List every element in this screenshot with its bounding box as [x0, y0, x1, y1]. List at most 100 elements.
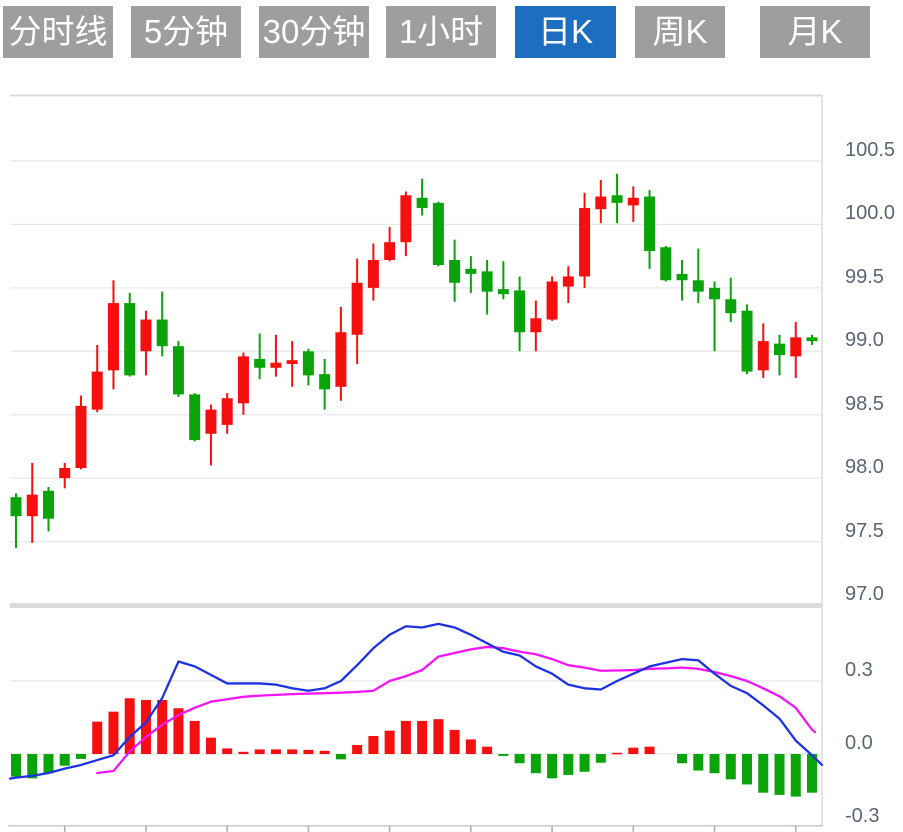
candle-body [156, 319, 168, 347]
candle-body [579, 207, 591, 277]
macd-histogram-bar [677, 754, 688, 764]
x-axis-line [8, 825, 823, 827]
candle-body [172, 346, 184, 395]
macd-histogram-bar [693, 754, 704, 771]
macd-histogram-bar [774, 754, 785, 795]
candle-body [644, 196, 656, 252]
candle-body [351, 282, 363, 335]
candle-body [611, 195, 623, 203]
price-axis-label: 97.5 [845, 519, 884, 542]
candle-body [189, 394, 201, 441]
candle-body [302, 351, 314, 376]
macd-histogram-bar [287, 749, 298, 754]
macd-histogram-bar [417, 720, 428, 754]
candle-body [790, 337, 802, 357]
candle-body [384, 242, 396, 260]
candle-body [514, 290, 526, 333]
macd-histogram-bar [59, 754, 70, 766]
macd-histogram-bar [563, 754, 574, 775]
candle-body [26, 494, 38, 517]
candle-body [562, 276, 574, 287]
candle-body [140, 319, 152, 352]
candle-body [481, 271, 493, 292]
macd-histogram-bar [758, 754, 769, 793]
macd-histogram-bar [124, 698, 135, 754]
price-axis-label: 98.5 [845, 392, 884, 415]
macd-histogram-bar [335, 754, 346, 760]
candle-body [221, 398, 233, 425]
tab-monthly-k[interactable]: 月K [760, 6, 870, 58]
macd-histogram-bar [449, 729, 460, 754]
macd-histogram-bar [303, 749, 314, 754]
macd-histogram-bar [173, 708, 184, 754]
candle-body [757, 341, 769, 371]
tab-daily-k[interactable]: 日K [515, 6, 616, 58]
macd-histogram-bar [205, 737, 216, 754]
macd-histogram-bar [709, 754, 720, 774]
macd-histogram-bar [11, 754, 21, 777]
price-axis-label: 99.0 [845, 329, 884, 352]
macd-histogram-bar [612, 752, 623, 755]
macd-histogram-bar [725, 754, 736, 780]
candle-body [692, 280, 704, 292]
macd-histogram-bar [628, 747, 639, 754]
macd-histogram-bar [579, 754, 590, 772]
macd-histogram-bar [43, 754, 54, 774]
macd-histogram-bar [108, 711, 119, 754]
price-axis-label: 100.5 [845, 139, 896, 161]
candle-body [75, 405, 87, 468]
macd-axis-label: 0.0 [845, 732, 873, 754]
candle-body [449, 259, 461, 283]
macd-histogram-bar [75, 754, 86, 759]
price-axis-label: 97.0 [845, 583, 884, 605]
macd-histogram-bar [742, 754, 753, 785]
macd-histogram-bar [270, 749, 281, 754]
macd-histogram-bar [352, 744, 363, 754]
macd-histogram-bar [790, 754, 801, 797]
tab-timeline[interactable]: 分时线 [3, 6, 113, 58]
candle-body [432, 202, 444, 266]
macd-histogram-bar [530, 754, 541, 774]
candle-body [205, 409, 217, 434]
tab-1hour[interactable]: 1小时 [386, 6, 496, 58]
candle-body [627, 197, 639, 206]
candle-body [107, 303, 119, 371]
candle-body [676, 273, 688, 281]
macd-axis-label: 0.3 [845, 659, 873, 681]
candle-body [270, 362, 282, 368]
macd-histogram-bar [465, 739, 476, 754]
candle-body [709, 287, 721, 300]
macd-histogram-bar [498, 754, 509, 756]
macd-histogram-bar [222, 748, 233, 754]
candle-body [546, 281, 558, 320]
price-axis-label: 99.5 [845, 265, 884, 288]
macd-histogram-bar [157, 699, 168, 754]
tab-weekly-k[interactable]: 周K [635, 6, 725, 58]
price-axis-label: 98.0 [845, 456, 884, 479]
tab-30min[interactable]: 30分钟 [259, 6, 369, 58]
macd-histogram-bar [400, 720, 411, 754]
macd-histogram-bar [433, 719, 444, 754]
candle-body [59, 467, 71, 479]
macd-histogram-bar [482, 746, 493, 754]
macd-histogram-bar [254, 749, 265, 754]
macd-histogram-bar [384, 730, 395, 754]
macd-histogram-bar [27, 754, 38, 779]
candle-body [725, 299, 737, 314]
dea-line [96, 645, 817, 775]
candle-body [10, 497, 22, 517]
candle-body [319, 374, 331, 390]
macd-histogram-bar [92, 721, 103, 754]
tab-5min[interactable]: 5分钟 [131, 6, 241, 58]
candle-body [741, 310, 753, 372]
macd-histogram-bar [189, 720, 200, 754]
candle-body [367, 259, 379, 288]
candle-body [416, 197, 428, 208]
macd-histogram-bar [644, 746, 655, 754]
candle-body [335, 332, 347, 387]
macd-histogram-bar [547, 754, 558, 779]
candle-body [660, 247, 672, 281]
candle-body [595, 196, 607, 210]
chart-top-border [10, 94, 822, 97]
